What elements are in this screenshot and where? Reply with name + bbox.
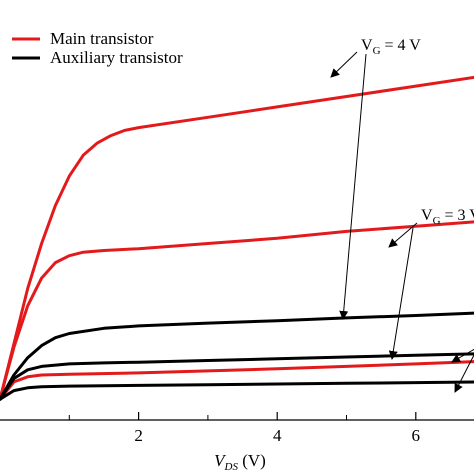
- annotation-vg-4v: VG = 4 V: [330, 37, 421, 320]
- series-line-main-0: [0, 75, 474, 401]
- annotation-vg-4v-arrow-aux: [339, 53, 367, 320]
- x-tick-label: 4: [273, 426, 282, 445]
- annotation-low-arrow-aux: [454, 354, 474, 393]
- annotation-vg-3v-arrow-main: [388, 222, 418, 248]
- annotation-vg-3v: VG = 3 V: [388, 207, 474, 360]
- annotation-vg-4v-arrow-main: [330, 51, 358, 78]
- annotation-low-arrow-main: [451, 348, 474, 363]
- x-tick-label: 6: [412, 426, 421, 445]
- series-line-auxiliary-4: [0, 352, 474, 401]
- x-tick-label: 2: [134, 426, 143, 445]
- series-line-main-2: [0, 360, 474, 401]
- annotation-vg-4v-label: VG = 4 V: [361, 37, 421, 57]
- annotation-vg-3v-arrow-aux: [388, 227, 414, 360]
- x-axis-title: VDS (V): [214, 451, 266, 473]
- series-line-auxiliary-5: [0, 380, 474, 401]
- legend-label-main: Main transistor: [50, 29, 154, 48]
- series-line-auxiliary-3: [0, 311, 474, 401]
- legend-label-auxiliary: Auxiliary transistor: [50, 48, 183, 67]
- annotation-vg-3v-label: VG = 3 V: [421, 207, 474, 227]
- series-line-main-1: [0, 220, 474, 401]
- x-axis-ticks: 2 4 6: [68, 412, 421, 445]
- series-layer: [0, 75, 474, 401]
- legend: Main transistor Auxiliary transistor: [12, 29, 183, 67]
